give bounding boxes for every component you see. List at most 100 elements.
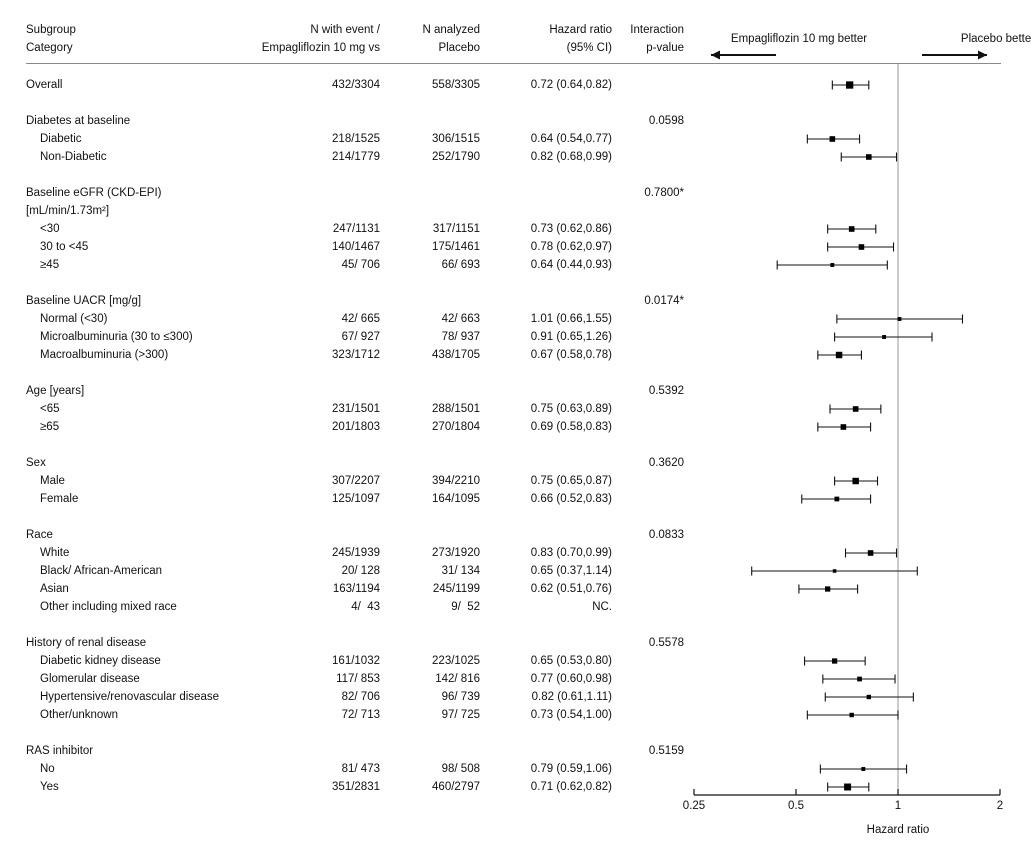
- cell-hazard-ratio: 0.62 (0.51,0.76): [530, 583, 612, 595]
- cell-hazard-ratio: 0.91 (0.65,1.26): [530, 331, 612, 343]
- forest-point-estimate: [825, 586, 831, 592]
- cell-n-with-event: 140/1467: [332, 241, 380, 253]
- cell-hazard-ratio: 0.67 (0.58,0.78): [530, 349, 612, 361]
- subgroup-heading: Diabetes at baseline: [26, 115, 131, 127]
- cell-hazard-ratio: 0.73 (0.62,0.86): [530, 223, 612, 235]
- cell-n-analyzed: 306/1515: [432, 133, 480, 145]
- cell-n-analyzed: 438/1705: [432, 349, 480, 361]
- cell-n-analyzed: 31/ 134: [441, 565, 480, 577]
- cell-n-analyzed: 317/1151: [432, 223, 480, 235]
- x-axis-title: Hazard ratio: [866, 824, 930, 836]
- forest-marker-row: [831, 80, 870, 90]
- forest-point-estimate: [846, 81, 854, 89]
- cell-n-analyzed: 288/1501: [432, 403, 480, 415]
- cell-hazard-ratio: 0.82 (0.68,0.99): [530, 151, 612, 163]
- forest-marker-row: [834, 476, 879, 486]
- cell-hazard-ratio: 0.64 (0.54,0.77): [530, 133, 612, 145]
- cell-hazard-ratio: 0.75 (0.63,0.89): [530, 403, 612, 415]
- x-axis-tick-label: 0.25: [682, 800, 706, 812]
- forest-point-estimate: [897, 317, 902, 321]
- forest-marker-row: [801, 494, 872, 504]
- cell-n-analyzed: 96/ 739: [441, 691, 480, 703]
- forest-marker-row: [804, 656, 866, 666]
- subgroup-category-label: Non-Diabetic: [40, 151, 107, 163]
- cell-hazard-ratio: 1.01 (0.66,1.55): [530, 313, 612, 325]
- cell-hazard-ratio: NC.: [592, 601, 612, 613]
- forest-point-estimate: [844, 783, 852, 791]
- header-divider: [26, 63, 1001, 64]
- forest-marker-row: [806, 710, 899, 720]
- cell-hazard-ratio: 0.82 (0.61,1.11): [531, 691, 612, 703]
- cell-hazard-ratio: 0.75 (0.65,0.87): [530, 475, 612, 487]
- header-n-with-event-line1: N with event /: [310, 24, 380, 36]
- cell-n-with-event: 307/2207: [332, 475, 380, 487]
- forest-point-estimate: [858, 244, 865, 250]
- cell-interaction-pvalue: 0.0833: [648, 529, 684, 541]
- cell-n-analyzed: 142/ 816: [435, 673, 480, 685]
- subgroup-category-label: Diabetic kidney disease: [40, 655, 161, 667]
- cell-n-with-event: 163/1194: [332, 583, 380, 595]
- forest-point-estimate: [852, 406, 859, 412]
- subgroup-heading: Race: [26, 529, 53, 541]
- cell-n-analyzed: 270/1804: [432, 421, 480, 433]
- cell-n-with-event: 117/ 853: [336, 673, 380, 685]
- cell-n-analyzed: 273/1920: [432, 547, 480, 559]
- cell-hazard-ratio: 0.69 (0.58,0.83): [530, 421, 612, 433]
- cell-n-analyzed: 66/ 693: [441, 259, 480, 271]
- cell-n-analyzed: 252/1790: [432, 151, 480, 163]
- header-n-analyzed-line1: N analyzed: [422, 24, 480, 36]
- subgroup-category-label: Macroalbuminuria (>300): [40, 349, 169, 361]
- arrow-placebo-better: [922, 50, 987, 60]
- subgroup-heading: Baseline eGFR (CKD-EPI): [26, 187, 162, 199]
- cell-interaction-pvalue: 0.7800*: [644, 187, 684, 199]
- subgroup-category-label: 30 to <45: [40, 241, 89, 253]
- subgroup-category-label: Other including mixed race: [40, 601, 177, 613]
- cell-hazard-ratio: 0.64 (0.44,0.93): [530, 259, 612, 271]
- subgroup-category-label: Diabetic: [40, 133, 82, 145]
- subgroup-category-label: ≥45: [40, 259, 60, 271]
- cell-hazard-ratio: 0.72 (0.64,0.82): [530, 79, 612, 91]
- cell-interaction-pvalue: 0.5578: [648, 637, 684, 649]
- forest-point-estimate: [848, 226, 855, 232]
- cell-interaction-pvalue: 0.5392: [648, 385, 684, 397]
- subgroup-category-label: Glomerular disease: [40, 673, 140, 685]
- subgroup-category-label: Female: [40, 493, 79, 505]
- cell-n-analyzed: 78/ 937: [441, 331, 480, 343]
- subgroup-category-label: Male: [40, 475, 65, 487]
- subgroup-category-label: Yes: [40, 781, 59, 793]
- arrow-empagliflozin-better: [711, 50, 776, 60]
- forest-marker-row: [819, 764, 908, 774]
- subgroup-heading: Sex: [26, 457, 46, 469]
- subgroup-category-label: <65: [40, 403, 60, 415]
- header-hazard-ratio-line1: Hazard ratio: [549, 24, 612, 36]
- cell-n-with-event: 201/1803: [332, 421, 380, 433]
- forest-point-estimate: [834, 496, 840, 502]
- cell-n-analyzed: 460/2797: [432, 781, 480, 793]
- header-n-with-event-line2: Empagliflozin 10 mg vs: [261, 42, 380, 54]
- forest-point-estimate: [829, 136, 836, 142]
- cell-n-analyzed: 558/3305: [432, 79, 480, 91]
- cell-n-analyzed: 164/1095: [432, 493, 480, 505]
- forest-point-estimate: [861, 767, 866, 771]
- cell-n-with-event: 20/ 128: [341, 565, 380, 577]
- forest-marker-row: [798, 584, 859, 594]
- forest-point-estimate: [835, 351, 843, 359]
- cell-n-analyzed: 175/1461: [432, 241, 480, 253]
- cell-interaction-pvalue: 0.0598: [648, 115, 684, 127]
- cell-n-with-event: 218/1525: [332, 133, 380, 145]
- cell-n-analyzed: 98/ 508: [441, 763, 480, 775]
- forest-marker-row: [836, 314, 964, 324]
- subgroup-heading: [mL/min/1.73m²]: [26, 205, 110, 217]
- forest-marker-row: [827, 782, 870, 792]
- header-hazard-ratio-line2: (95% CI): [566, 42, 612, 54]
- subgroup-heading: RAS inhibitor: [26, 745, 94, 757]
- cell-n-with-event: 432/3304: [332, 79, 380, 91]
- forest-marker-row: [817, 350, 862, 360]
- header-subgroup-line1: Subgroup: [26, 24, 76, 36]
- subgroup-category-label: Black/ African-American: [40, 565, 163, 577]
- header-interaction-line2: p-value: [646, 42, 684, 54]
- cell-n-with-event: 125/1097: [332, 493, 380, 505]
- forest-marker-row: [751, 566, 918, 576]
- forest-point-estimate: [857, 676, 862, 682]
